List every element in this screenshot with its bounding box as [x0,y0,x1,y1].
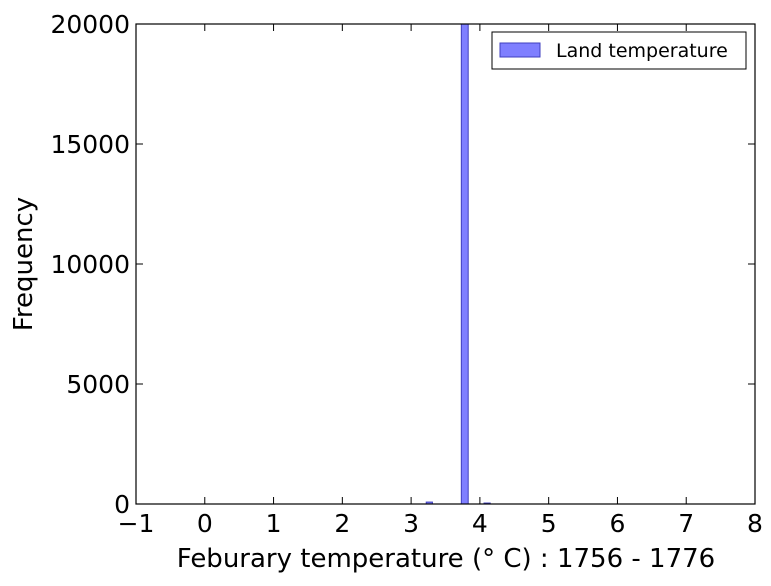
legend-label: Land temperature [556,40,728,62]
x-tick-label: 7 [678,509,694,538]
x-tick-label: 1 [266,509,282,538]
x-tick-label: 0 [197,509,213,538]
y-tick-label: 5000 [66,370,130,399]
y-axis-label: Frequency [9,197,39,331]
y-tick-label: 15000 [50,130,130,159]
x-axis-label: Feburary temperature (° C) : 1756 - 1776 [177,544,715,574]
x-tick-label: 3 [403,509,419,538]
x-tick-label: 4 [472,509,488,538]
y-tick-labels: 0 5000 10000 15000 20000 [50,10,130,519]
y-tick-label: 0 [114,490,130,519]
x-tick-label: 6 [609,509,625,538]
y-tick-label: 20000 [50,10,130,39]
x-tick-label: 2 [334,509,350,538]
x-tick-label: 8 [747,509,763,538]
y-tick-label: 10000 [50,250,130,279]
legend-swatch [499,42,541,58]
histogram-bar [460,24,469,504]
plot-area [136,24,755,504]
x-tick-label: −1 [118,509,155,538]
ticks-group [135,23,756,505]
legend: Land temperature [491,31,747,70]
x-tick-label: 5 [541,509,557,538]
x-tick-labels: −1 0 1 2 3 4 5 6 7 8 [118,509,763,538]
